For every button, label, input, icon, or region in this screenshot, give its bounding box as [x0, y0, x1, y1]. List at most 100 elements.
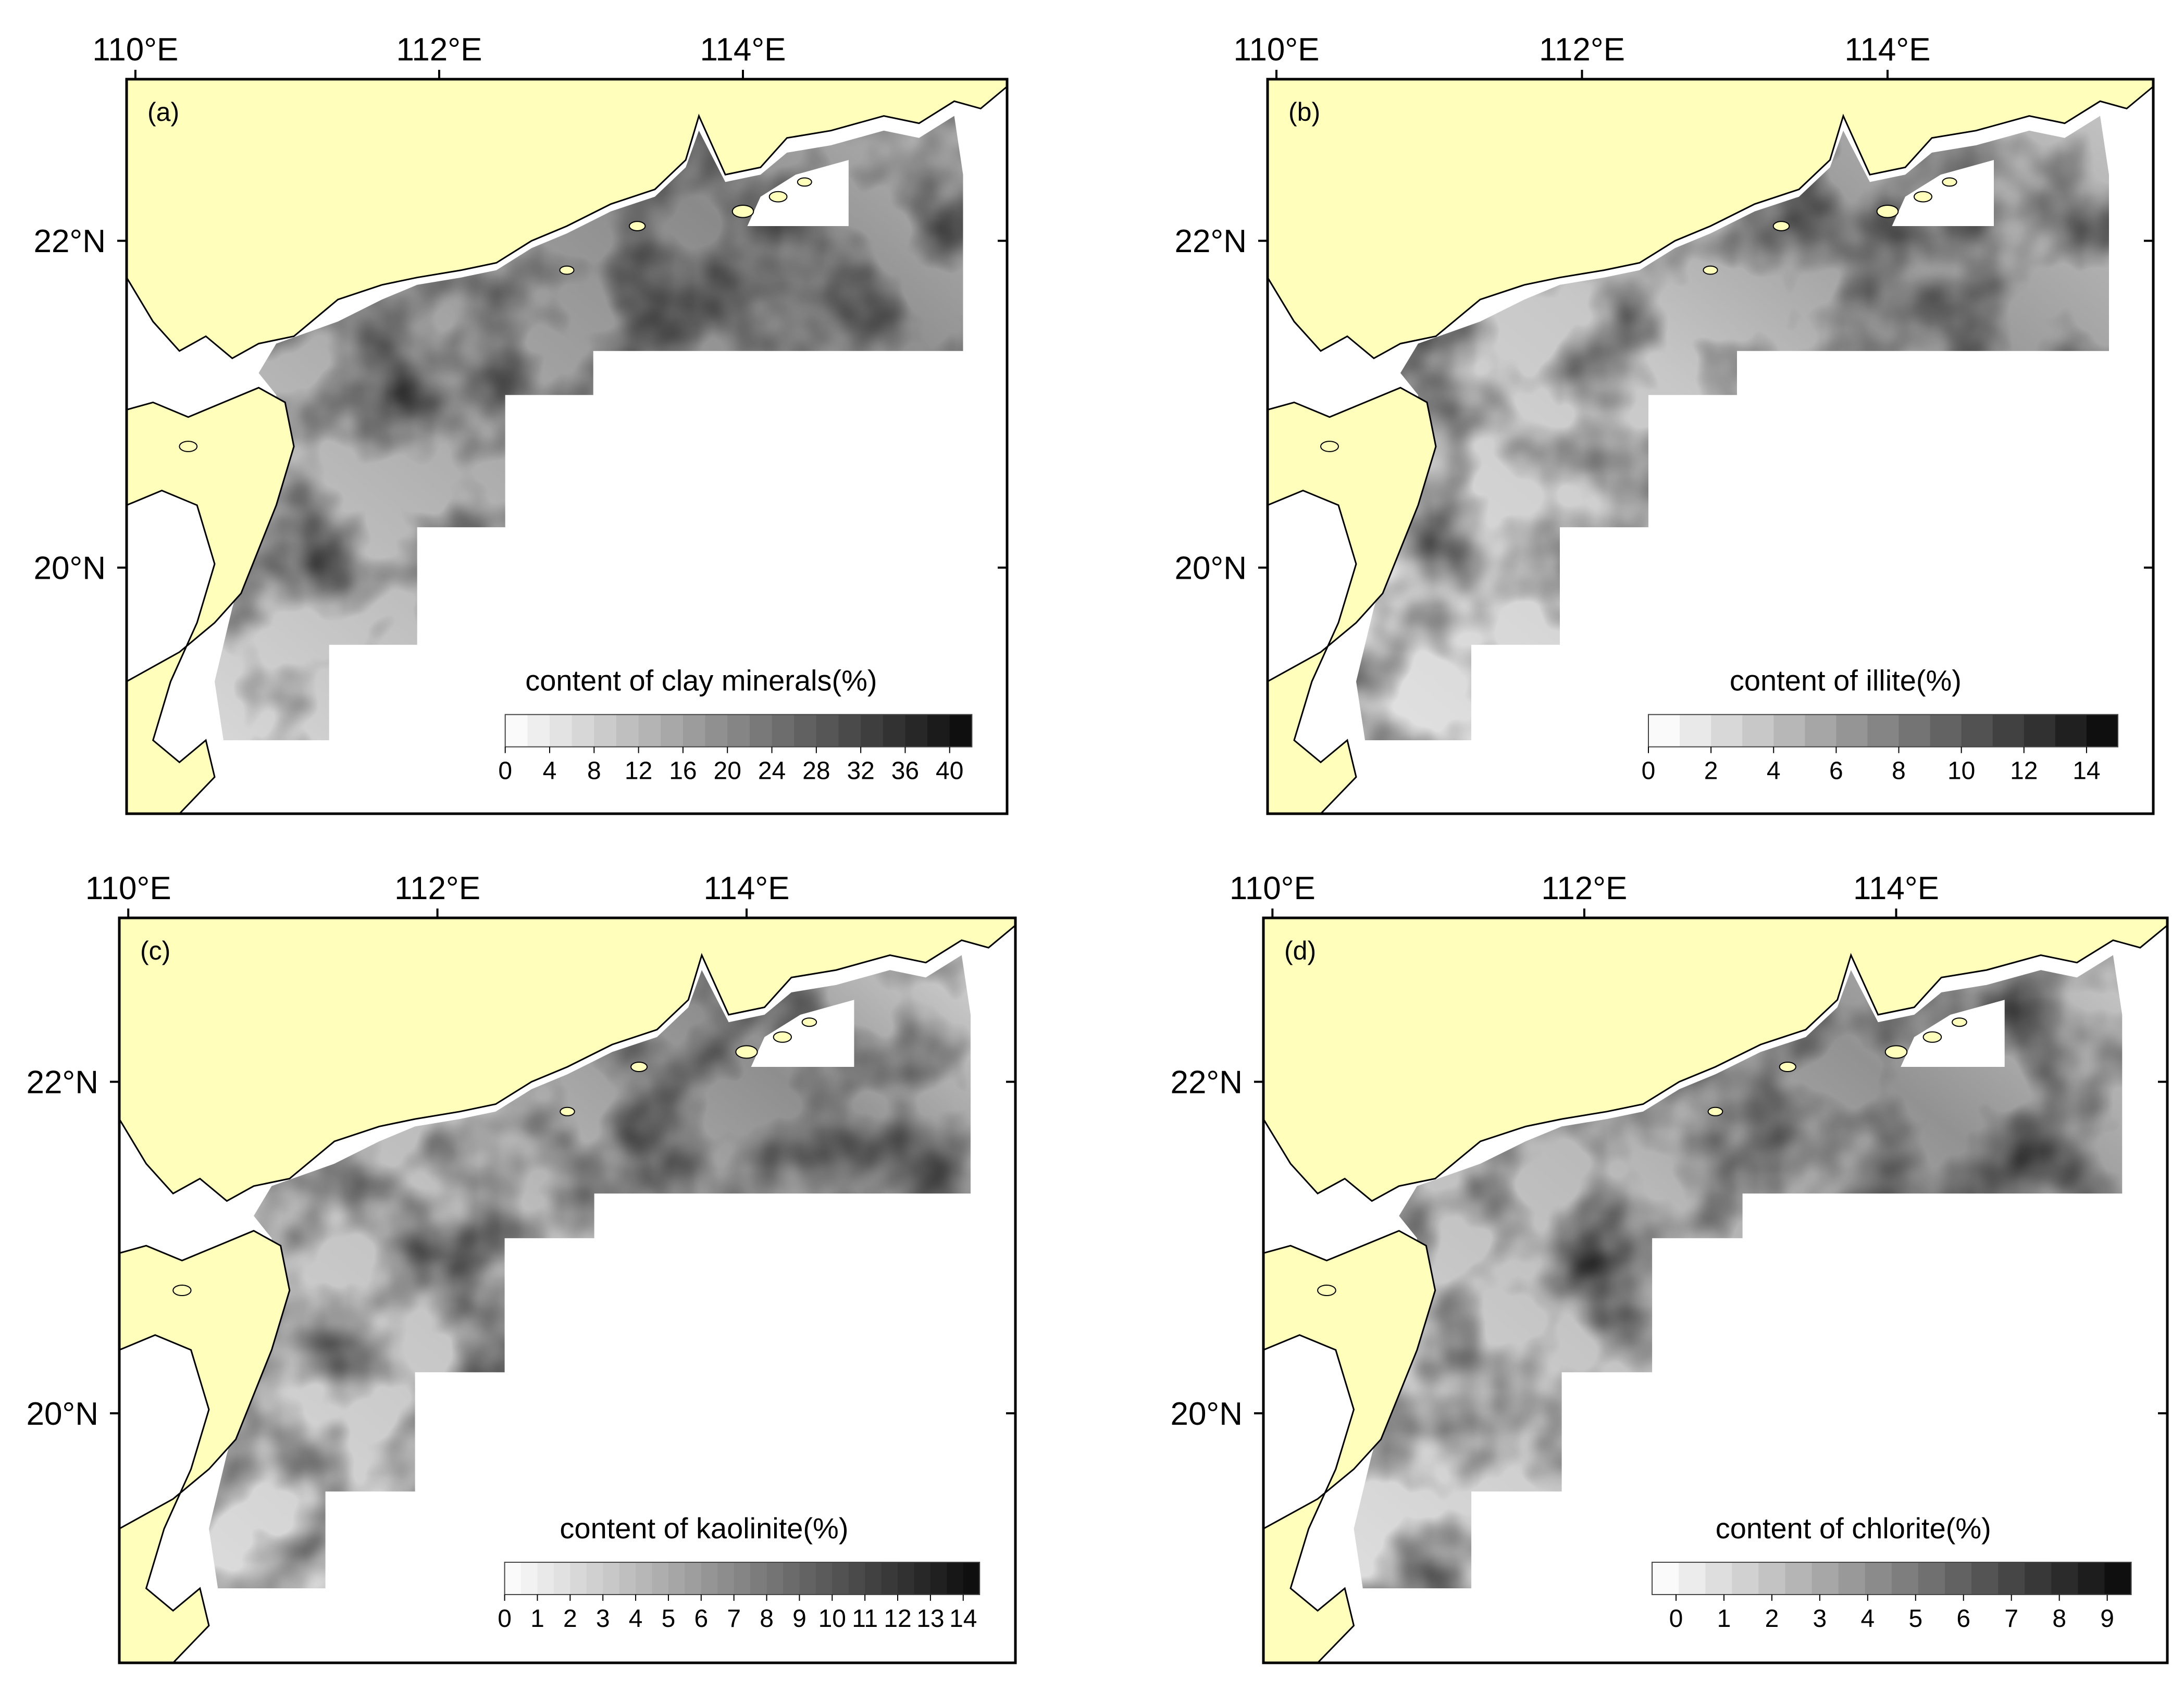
colorbar-tick-label: 1 — [1717, 1605, 1731, 1633]
colorbar-bin — [727, 714, 750, 747]
colorbar-tick-label: 9 — [792, 1605, 806, 1633]
colorbar-bin — [750, 1562, 767, 1595]
colorbar-bin — [550, 714, 573, 747]
unsampled-area — [751, 1000, 854, 1067]
colorbar-bin — [816, 714, 839, 747]
colorbar-tick-label: 6 — [694, 1605, 708, 1633]
colorbar-bin — [705, 714, 728, 747]
colorbar-bin — [766, 1562, 784, 1595]
colorbar-bin — [1838, 1562, 1866, 1595]
island — [1914, 191, 1932, 203]
lon-tick-label: 110°E — [85, 870, 171, 906]
colorbar-bin — [717, 1562, 735, 1595]
unsampled-area — [747, 160, 849, 226]
colorbar-bin — [2104, 1562, 2132, 1595]
lon-tick-label: 110°E — [1234, 32, 1320, 68]
colorbar-tick-label: 0 — [498, 1605, 512, 1633]
colorbar-bin — [1898, 714, 1931, 747]
panel-label: (c) — [140, 936, 170, 965]
colorbar-bin — [537, 1562, 554, 1595]
map-frame — [125, 78, 1009, 815]
colorbar-bin — [1930, 714, 1962, 747]
colorbar-bin — [603, 1562, 620, 1595]
colorbar-tick-label: 10 — [818, 1605, 846, 1633]
island — [768, 191, 788, 203]
colorbar-bin — [1652, 1562, 1679, 1595]
island — [630, 1061, 648, 1073]
colorbar-bin — [1705, 1562, 1732, 1595]
colorbar-bin — [734, 1562, 751, 1595]
colorbar-bin — [682, 714, 706, 747]
colorbar-tick-label: 4 — [1767, 757, 1781, 785]
lat-tick-label: 20°N — [33, 551, 106, 587]
colorbar-bin — [1648, 714, 1680, 747]
colorbar-title: content of chlorite(%) — [1716, 1512, 1991, 1545]
island — [735, 1045, 758, 1059]
map-panel-d: 110°E 112°E 114°E 22°N 20°N (d) content of chl… — [1170, 870, 2169, 1664]
colorbar-bin — [586, 1562, 603, 1595]
colorbar-bin — [1971, 1562, 1999, 1595]
colorbar-tick-label: 36 — [891, 757, 919, 785]
colorbar-bin — [668, 1562, 685, 1595]
lon-tick-label: 110°E — [1230, 870, 1316, 906]
colorbar-bin — [685, 1562, 702, 1595]
lat-tick-label: 22°N — [33, 223, 106, 259]
colorbar-tick-label: 8 — [760, 1605, 774, 1633]
colorbar-tick-label: 4 — [629, 1605, 643, 1633]
colorbar-bin — [1742, 714, 1774, 747]
colorbar-bin — [1891, 1562, 1919, 1595]
lat-tick-label: 22°N — [26, 1065, 98, 1101]
lon-tick-label: 112°E — [396, 32, 482, 68]
panel-label: (b) — [1288, 97, 1320, 127]
colorbar-bin — [963, 1562, 980, 1595]
colorbar-tick-label: 12 — [884, 1605, 911, 1633]
colorbar-tick-label: 6 — [1829, 757, 1843, 785]
island — [773, 1031, 792, 1043]
island — [559, 265, 575, 275]
lat-tick-label: 20°N — [26, 1396, 98, 1432]
colorbar-bin — [661, 714, 684, 747]
island — [1772, 221, 1790, 231]
colorbar-bin — [1811, 1562, 1839, 1595]
colorbar-bin — [1805, 714, 1836, 747]
colorbar-tick-label: 7 — [2004, 1605, 2018, 1633]
colorbar-tick-label: 6 — [1956, 1605, 1970, 1633]
island — [628, 221, 646, 231]
colorbar-tick-label: 12 — [625, 757, 652, 785]
colorbar-title: content of kaolinite(%) — [560, 1512, 848, 1545]
colorbar-bin — [848, 1562, 865, 1595]
lon-tick-label: 112°E — [1539, 32, 1625, 68]
colorbar-bin — [2078, 1562, 2105, 1595]
colorbar-tick-label: 4 — [543, 757, 557, 785]
island — [179, 441, 198, 452]
colorbar-tick-label: 13 — [916, 1605, 944, 1633]
lat-tick-label: 22°N — [1174, 223, 1247, 259]
colorbar-tick-label: 11 — [852, 1605, 878, 1633]
colorbar-bin — [638, 714, 661, 747]
colorbar-bin — [570, 1562, 587, 1595]
island — [1876, 204, 1899, 218]
colorbar-tick-label: 14 — [949, 1605, 977, 1633]
colorbar-frame — [504, 714, 973, 748]
colorbar-title: content of illite(%) — [1730, 664, 1962, 697]
colorbar-bin — [652, 1562, 669, 1595]
colorbar-bin — [1758, 1562, 1785, 1595]
colorbar-bin — [749, 714, 773, 747]
panel-label: (d) — [1284, 936, 1316, 965]
unsampled-area — [1901, 1000, 2005, 1067]
colorbar-tick-label: 0 — [1642, 757, 1656, 785]
island — [1779, 1061, 1796, 1073]
colorbar-bin — [619, 1562, 636, 1595]
lat-tick-label: 20°N — [1174, 551, 1247, 587]
island — [172, 1284, 192, 1297]
colorbar-bin — [527, 714, 550, 747]
colorbar-bin — [905, 714, 928, 747]
colorbar-bin — [1785, 1562, 1813, 1595]
colorbar-bin — [772, 714, 795, 747]
island — [731, 204, 754, 218]
island — [797, 177, 812, 187]
lon-tick-label: 114°E — [1845, 32, 1931, 68]
colorbar-bin — [794, 714, 817, 747]
colorbar-tick-label: 28 — [802, 757, 830, 785]
